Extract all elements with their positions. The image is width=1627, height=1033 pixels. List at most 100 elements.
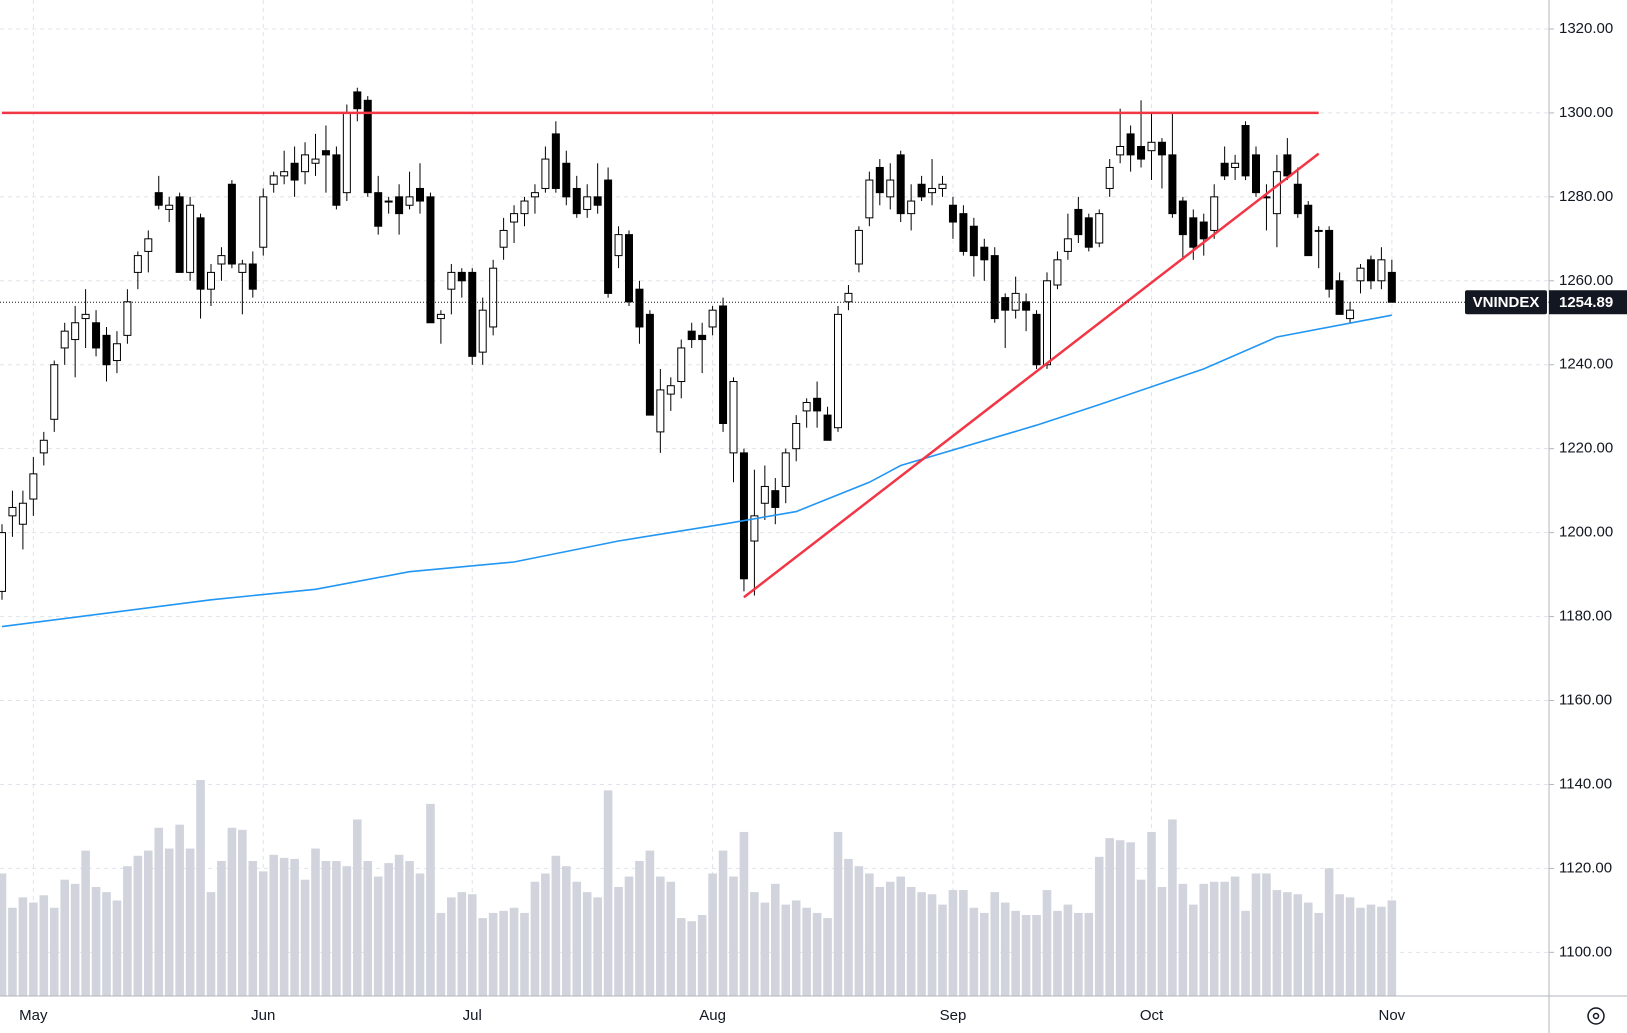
- volume-bar: [844, 858, 853, 996]
- volume-bar: [0, 873, 7, 996]
- volume-bar: [760, 902, 770, 996]
- volume-bar: [582, 892, 592, 996]
- candle-body: [384, 200, 393, 203]
- volume-bar: [154, 827, 164, 996]
- volume-bar: [708, 873, 717, 996]
- volume-bar: [353, 819, 362, 996]
- candle-body: [583, 196, 592, 210]
- volume-bar: [405, 861, 414, 996]
- volume-bar: [91, 886, 101, 996]
- candle-body: [332, 154, 341, 206]
- volume-bar: [1136, 879, 1146, 996]
- volume-bar: [196, 780, 205, 996]
- volume-bar: [332, 861, 341, 996]
- y-tick-label: 1120.00: [1559, 859, 1612, 876]
- y-tick-label: 1200.00: [1559, 524, 1613, 541]
- candle-body: [175, 196, 184, 273]
- candle-body: [405, 196, 414, 206]
- candle-body: [739, 452, 748, 580]
- candle-body: [1210, 196, 1219, 231]
- candle-body: [1252, 154, 1260, 194]
- symbol-label-box: [1465, 290, 1547, 315]
- y-tick-label: 1300.00: [1559, 104, 1613, 121]
- y-tick-label: 1160.00: [1559, 691, 1612, 708]
- volume-bar: [290, 858, 299, 996]
- volume-bar: [311, 848, 320, 996]
- settings-icon[interactable]: [1587, 1007, 1605, 1025]
- candle-body: [990, 255, 999, 320]
- candle-body: [1356, 267, 1365, 282]
- volume-bar: [436, 912, 446, 996]
- candle-body: [865, 179, 874, 219]
- volume-bar: [1220, 881, 1229, 996]
- candle-body: [1053, 259, 1062, 286]
- volume-bar: [175, 824, 184, 996]
- candle-body: [792, 422, 801, 450]
- volume-bar: [342, 866, 352, 996]
- x-tick-label: Jul: [463, 1007, 482, 1024]
- candle-body: [844, 292, 853, 303]
- volume-bar: [1011, 910, 1020, 996]
- candle-body: [781, 452, 790, 487]
- candle-body: [478, 309, 487, 353]
- volume-bar: [1209, 881, 1219, 996]
- candle-body: [551, 133, 560, 189]
- volume-bar: [781, 904, 791, 996]
- volume-bar: [1356, 907, 1365, 996]
- candle-body: [50, 364, 59, 420]
- candle-body: [1272, 171, 1281, 215]
- candle-body: [1001, 297, 1010, 311]
- volume-bar: [1084, 912, 1094, 996]
- y-tick-label: 1140.00: [1559, 775, 1612, 792]
- volume-bar: [18, 897, 28, 996]
- x-tick-label: Oct: [1140, 1007, 1164, 1024]
- settings-button[interactable]: [1587, 1007, 1605, 1025]
- candle-body: [321, 150, 330, 156]
- volume-bar: [112, 900, 122, 996]
- candle-body: [1126, 133, 1135, 156]
- candle-body: [666, 385, 675, 395]
- candle-body: [907, 200, 916, 215]
- volume-bar: [1042, 890, 1052, 996]
- volume-bar: [1074, 912, 1083, 996]
- volume-bar: [373, 876, 383, 996]
- volume-bar: [1366, 904, 1376, 996]
- plot-layer: [0, 87, 1549, 628]
- volume-bar: [258, 871, 268, 996]
- x-tick-label: Aug: [699, 1007, 726, 1024]
- volume-bar: [49, 907, 59, 996]
- moving-average: [1, 314, 1392, 628]
- volume-bar: [1303, 902, 1313, 996]
- candle-body: [1377, 259, 1386, 282]
- candle-body: [395, 196, 404, 215]
- volume-bar: [875, 886, 885, 996]
- candle-body: [186, 204, 195, 273]
- candle-body: [1241, 124, 1250, 177]
- candle-body: [980, 246, 989, 261]
- y-tick-label: 1180.00: [1559, 608, 1612, 625]
- candle-body: [133, 255, 142, 273]
- candle-body: [489, 267, 498, 328]
- volume-bar: [1094, 856, 1104, 996]
- candle-body: [562, 162, 571, 198]
- volume-bar: [1147, 831, 1156, 996]
- volume-bar: [802, 907, 811, 996]
- candle-body: [625, 234, 633, 303]
- candle-body: [530, 192, 539, 198]
- candle-body: [112, 343, 121, 362]
- candle-body: [81, 313, 90, 320]
- volume-bar: [1283, 892, 1292, 996]
- volume-bar: [1000, 902, 1010, 996]
- volume-bar: [1168, 819, 1177, 996]
- candle-body: [1189, 217, 1198, 248]
- candle-body: [1116, 145, 1125, 156]
- candle-body: [948, 204, 957, 223]
- volume-bar: [1115, 840, 1125, 996]
- candle-body: [1022, 301, 1031, 311]
- candle-body: [1157, 141, 1166, 156]
- volume-bar: [865, 873, 874, 996]
- x-tick-label: Sep: [940, 1007, 967, 1024]
- candle-body: [1304, 204, 1313, 257]
